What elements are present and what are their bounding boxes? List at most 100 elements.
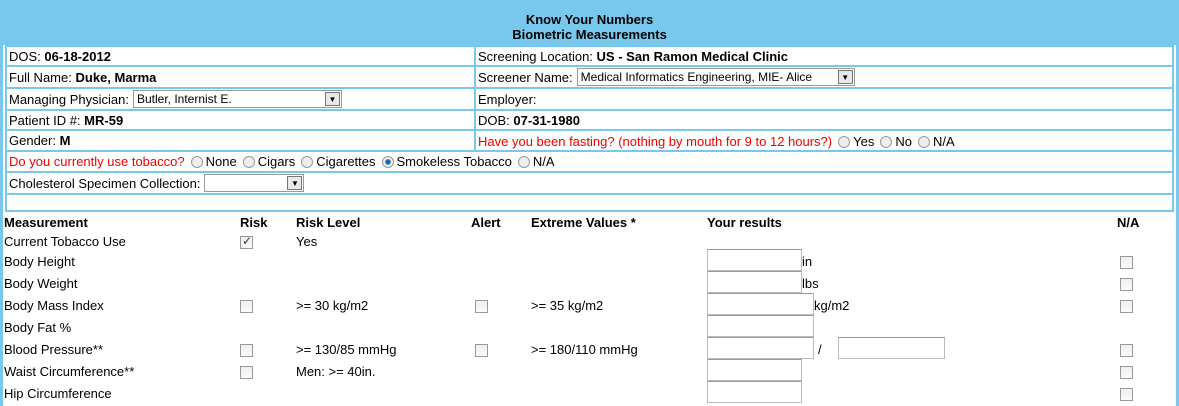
screener-label: Screener Name: — [478, 69, 573, 85]
measurement-table: Measurement Risk Risk Level Alert Extrem… — [3, 45, 1176, 406]
tobacco-smokeless-label: Smokeless Tobacco — [396, 154, 512, 169]
fasting-na-radio[interactable] — [917, 135, 930, 148]
tobacco-cigarettes-label: Cigarettes — [316, 154, 376, 169]
na-checkbox[interactable] — [1120, 300, 1133, 313]
extreme-value: >= 180/110 mmHg — [531, 342, 638, 357]
measurement-name: Waist Circumference** — [4, 364, 135, 379]
physician-value: Butler, Internist E. — [136, 92, 232, 106]
col-na: N/A — [1117, 215, 1140, 230]
row-patient: Patient ID #: MR-59 DOB: 07-31-1980 — [5, 111, 1174, 131]
fasting-question: Have you been fasting? (nothing by mouth… — [478, 134, 833, 149]
na-checkbox[interactable] — [1120, 366, 1133, 379]
col-risk: Risk — [240, 215, 268, 230]
col-your-results: Your results — [707, 215, 782, 230]
tobacco-none-label: None — [205, 154, 237, 169]
col-extreme-values: Extreme Values * — [531, 215, 636, 230]
fasting-no-radio[interactable] — [880, 135, 893, 148]
unit-label: lbs — [802, 276, 819, 291]
row-spacer — [5, 195, 1174, 212]
row-physician: Managing Physician: Butler, Internist E. ▼… — [5, 89, 1174, 111]
row-name: Full Name: Duke, Marma Screener Name: Med… — [5, 67, 1174, 89]
gender-value: M — [59, 133, 71, 148]
fasting-yes-radio[interactable] — [838, 135, 851, 148]
alert-checkbox[interactable] — [475, 300, 488, 313]
tobacco-none-radio[interactable] — [190, 155, 203, 168]
risk-checkbox[interactable] — [240, 366, 253, 379]
fasting-na-label: N/A — [932, 134, 955, 149]
na-checkbox[interactable] — [1120, 256, 1133, 269]
tobacco-cigarettes-radio[interactable] — [301, 155, 314, 168]
page-title: Know Your Numbers — [525, 12, 654, 27]
form-frame: DOS: 06-18-2012 Screening Location: US -… — [0, 45, 1179, 406]
risk-level: Yes — [296, 234, 318, 249]
physician-select[interactable]: Butler, Internist E. ▼ — [132, 90, 342, 108]
tobacco-question: Do you currently use tobacco? — [9, 154, 185, 169]
risk-level: >= 30 kg/m2 — [296, 298, 369, 313]
fasting-yes-label: Yes — [853, 134, 875, 149]
page-subtitle: Biometric Measurements — [512, 27, 667, 42]
col-risk-level: Risk Level — [296, 215, 361, 230]
risk-level: Men: >= 40in. — [296, 364, 376, 379]
patient-label: Patient ID #: — [9, 112, 81, 128]
measurement-name: Body Mass Index — [4, 298, 104, 313]
risk-checkbox[interactable] — [240, 300, 253, 313]
alert-checkbox[interactable] — [475, 344, 488, 357]
patient-id: MR-59 — [84, 112, 124, 128]
row-gender: Gender: M Have you been fasting? (nothin… — [5, 131, 1174, 152]
diastolic-input[interactable] — [838, 337, 945, 359]
extreme-value: >= 35 kg/m2 — [531, 298, 604, 313]
measurement-name: Body Height — [4, 254, 75, 269]
tobacco-smokeless-radio[interactable] — [381, 155, 394, 168]
result-input[interactable] — [707, 315, 814, 337]
name-label: Full Name: — [9, 69, 72, 85]
fasting-no-label: No — [895, 134, 912, 149]
result-input[interactable] — [707, 271, 802, 293]
screener-value: Medical Informatics Engineering, MIE- Al… — [580, 70, 813, 84]
name-value: Duke, Marma — [75, 69, 157, 85]
risk-checkbox[interactable] — [240, 344, 253, 357]
na-checkbox[interactable] — [1120, 388, 1133, 401]
location-value: US - San Ramon Medical Clinic — [596, 48, 788, 64]
page-header: Know Your Numbers Biometric Measurements — [0, 0, 1179, 45]
na-checkbox[interactable] — [1120, 344, 1133, 357]
result-input[interactable] — [707, 381, 802, 403]
unit-label: in — [802, 254, 813, 269]
tobacco-cigars-label: Cigars — [257, 154, 296, 169]
gender-label: Gender: — [9, 133, 56, 148]
tobacco-cigars-radio[interactable] — [242, 155, 255, 168]
cholesterol-label: Cholesterol Specimen Collection: — [9, 175, 201, 191]
risk-level: >= 130/85 mmHg — [296, 342, 397, 357]
physician-label: Managing Physician: — [9, 91, 129, 107]
row-dos: DOS: 06-18-2012 Screening Location: US -… — [5, 45, 1174, 67]
result-input[interactable] — [707, 249, 802, 271]
screener-select[interactable]: Medical Informatics Engineering, MIE- Al… — [576, 68, 855, 86]
employer-label: Employer: — [478, 91, 537, 107]
na-checkbox[interactable] — [1120, 278, 1133, 291]
result-input[interactable] — [707, 337, 814, 359]
measurement-name: Body Weight — [4, 276, 78, 291]
dob-value: 07-31-1980 — [513, 112, 580, 128]
measurement-name: Current Tobacco Use — [4, 234, 126, 249]
measurement-name: Hip Circumference — [4, 386, 112, 401]
measurement-name: Blood Pressure** — [4, 342, 103, 357]
cholesterol-select[interactable]: ▼ — [204, 174, 305, 192]
chevron-down-icon: ▼ — [287, 176, 303, 190]
col-measurement: Measurement — [4, 215, 88, 230]
chevron-down-icon: ▼ — [837, 70, 853, 84]
chevron-down-icon: ▼ — [324, 92, 340, 106]
row-cholesterol: Cholesterol Specimen Collection: ▼ — [5, 173, 1174, 195]
risk-checkbox[interactable] — [240, 234, 253, 249]
dob-label: DOB: — [478, 112, 510, 128]
unit-label: kg/m2 — [814, 298, 850, 313]
row-tobacco: Do you currently use tobacco? None Cigar… — [5, 152, 1174, 173]
location-label: Screening Location: — [478, 48, 593, 64]
col-alert: Alert — [471, 215, 501, 230]
result-input[interactable] — [707, 293, 814, 315]
bp-separator: / — [818, 342, 822, 357]
result-input[interactable] — [707, 359, 802, 381]
tobacco-na-radio[interactable] — [517, 155, 530, 168]
dos-value: 06-18-2012 — [44, 48, 111, 64]
measurement-name: Body Fat % — [4, 320, 72, 335]
dos-label: DOS: — [9, 48, 41, 64]
tobacco-na-label: N/A — [532, 154, 555, 169]
